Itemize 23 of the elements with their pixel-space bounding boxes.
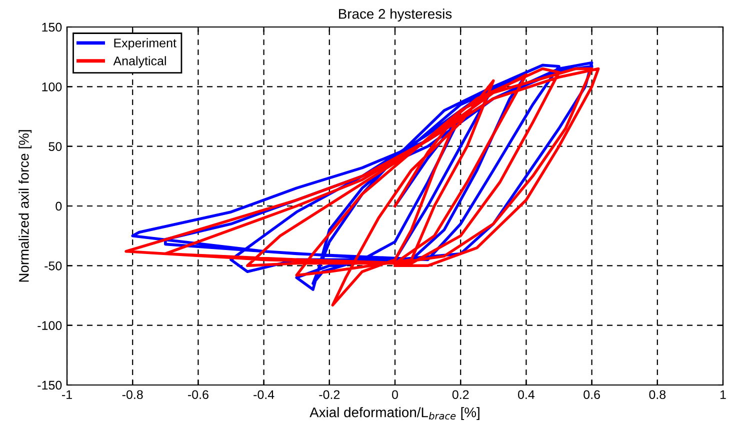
x-tick-label: -0.2	[319, 390, 340, 400]
y-tick-label: -100	[38, 321, 62, 330]
x-tick-label: 0.2	[452, 390, 469, 400]
x-tick-label: -0.6	[188, 390, 208, 400]
y-axis-title: Normalized axil force [%]	[18, 130, 32, 282]
y-tick-label: 100	[42, 82, 62, 92]
y-tick-label: 50	[48, 142, 62, 151]
x-tick-label: -0.8	[122, 390, 143, 400]
y-tick-label: -150	[38, 380, 62, 390]
y-tick-label: 0	[56, 202, 62, 211]
legend-label: Analytical	[113, 56, 166, 68]
x-tick-label: -1	[62, 390, 72, 399]
y-tick-label: -50	[44, 261, 62, 270]
x-tick-label: 0.6	[584, 390, 600, 400]
x-tick-label: 1	[720, 390, 726, 399]
x-axis-title: Axial deformation/L$_{brace}$ [%]	[310, 407, 480, 420]
x-tick-label: 0	[392, 390, 398, 400]
x-tick-label: 0.8	[649, 390, 666, 400]
y-tick-label: 150	[42, 22, 62, 32]
legend-label: Experiment	[114, 38, 176, 50]
x-tick-label: -0.4	[254, 390, 274, 400]
chart-title: Brace 2 hysteresis	[339, 8, 452, 22]
x-tick-label: 0.4	[518, 390, 535, 400]
